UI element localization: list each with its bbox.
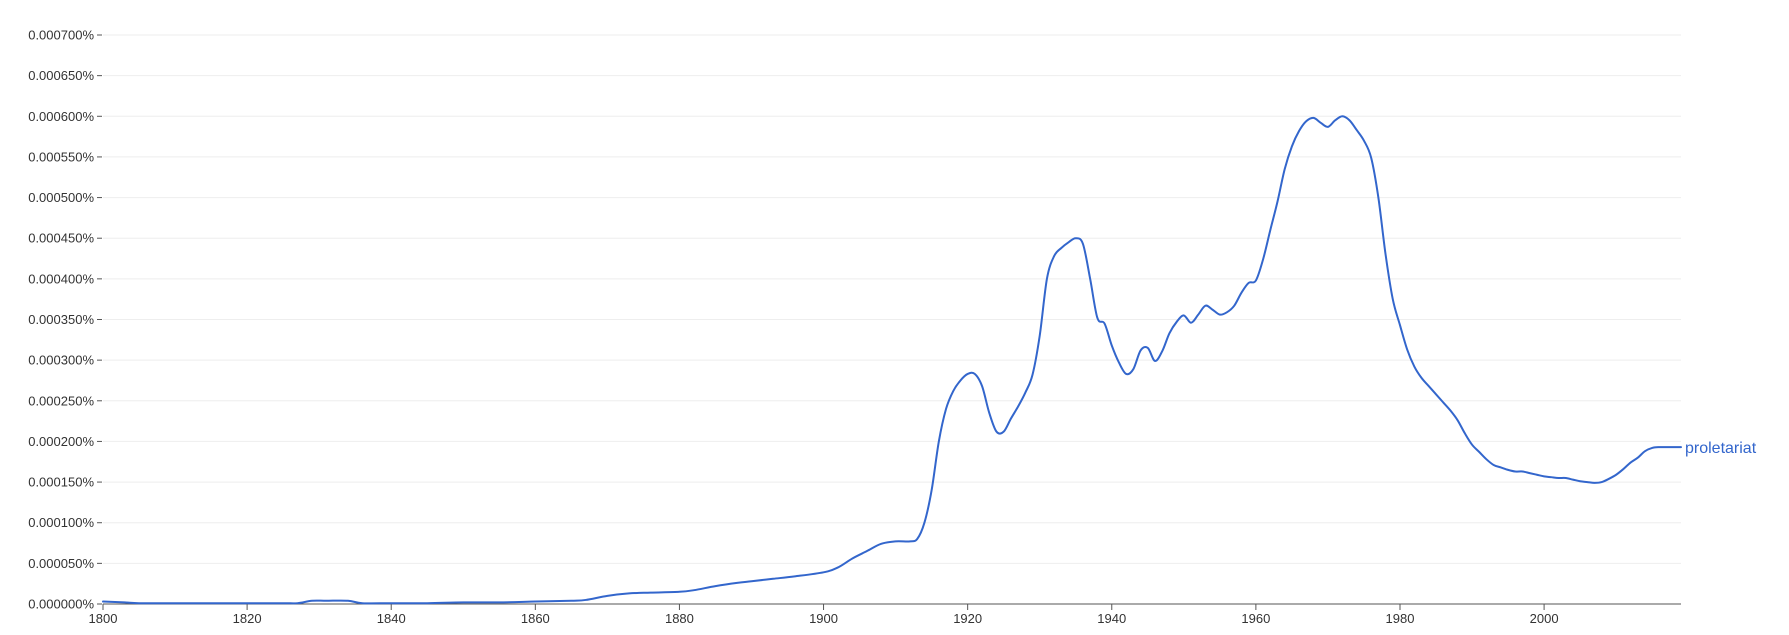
y-tick-label: 0.000250% [28,393,94,408]
series-label-proletariat[interactable]: proletariat [1685,440,1757,457]
x-tick-label: 1980 [1386,611,1415,626]
x-tick-label: 1900 [809,611,838,626]
y-tick-label: 0.000700% [28,28,94,43]
y-tick-label: 0.000200% [28,434,94,449]
x-tick-label: 1840 [377,611,406,626]
gridlines [103,34,1681,564]
x-tick-label: 2000 [1530,611,1559,626]
y-tick-label: 0.000400% [28,271,94,286]
y-tick-label: 0.000350% [28,312,94,327]
x-tick-label: 1800 [89,611,118,626]
x-tick-label: 1820 [233,611,262,626]
y-tick-label: 0.000300% [28,353,94,368]
y-tick-label: 0.000150% [28,475,94,490]
series-line-proletariat[interactable] [102,115,1682,605]
y-tick-label: 0.000000% [28,597,94,612]
y-tick-label: 0.000550% [28,149,94,164]
y-tick-label: 0.000650% [28,68,94,83]
x-tick-label: 1880 [665,611,694,626]
y-tick-label: 0.000500% [28,190,94,205]
y-tick-label: 0.000600% [28,109,94,124]
x-tick-label: 1860 [521,611,550,626]
x-tick-label: 1940 [1097,611,1126,626]
series-layer: proletariat [102,115,1757,605]
x-tick-label: 1960 [1241,611,1270,626]
x-tick-label: 1920 [953,611,982,626]
y-tick-label: 0.000050% [28,556,94,571]
y-tick-label: 0.000100% [28,515,94,530]
axes: 0.000000% 0.000050% 0.000100% 0.000150% 0.00… [28,28,1681,626]
y-tick-label: 0.000450% [28,231,94,246]
